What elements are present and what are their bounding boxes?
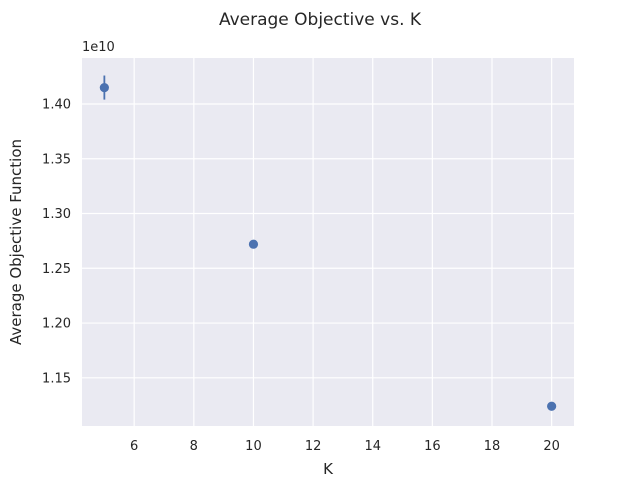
y-tick-labels: 1.15 1.20 1.25 1.30 1.35 1.40 — [42, 98, 71, 387]
y-axis-label: Average Objective Function — [7, 139, 25, 345]
grid — [82, 58, 574, 426]
data-point — [547, 401, 557, 411]
y-offset-label: 1e10 — [82, 40, 115, 55]
x-tick-label: 14 — [364, 439, 381, 454]
data-point — [99, 82, 109, 93]
data-points — [99, 75, 557, 411]
y-tick-label: 1.15 — [42, 371, 71, 386]
x-tick-label: 12 — [305, 439, 322, 454]
y-tick-label: 1.25 — [42, 262, 71, 277]
x-tick-label: 18 — [484, 439, 501, 454]
x-axis-label: K — [323, 460, 334, 478]
data-point — [248, 239, 259, 249]
x-tick-label: 20 — [543, 439, 560, 454]
x-tick-label: 6 — [130, 439, 138, 454]
chart-title: Average Objective vs. K — [219, 10, 422, 30]
plot-area — [82, 58, 574, 426]
y-tick-label: 1.20 — [42, 317, 71, 332]
y-tick-label: 1.35 — [42, 152, 71, 167]
x-tick-labels: 6 8 10 12 14 16 18 20 — [130, 439, 560, 454]
x-tick-label: 10 — [245, 439, 262, 454]
x-tick-label: 8 — [190, 439, 198, 454]
y-tick-label: 1.30 — [42, 207, 71, 222]
y-tick-label: 1.40 — [42, 98, 71, 113]
x-tick-label: 16 — [424, 439, 441, 454]
